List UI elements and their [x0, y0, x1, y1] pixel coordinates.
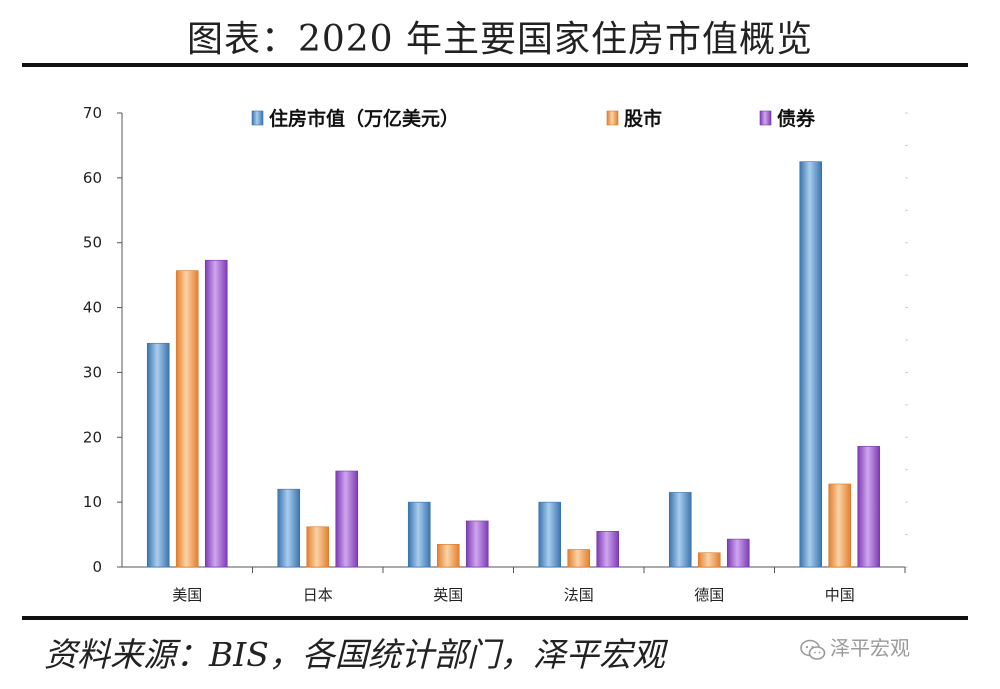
bar: [175, 270, 199, 568]
wechat-icon: [800, 636, 826, 661]
bar: [465, 520, 489, 568]
y-tick-label: 50: [83, 234, 102, 252]
x-tick-label: 法国: [564, 586, 594, 604]
bar: [596, 531, 620, 568]
y-tick-label: 40: [83, 299, 102, 317]
x-tick-label: 德国: [694, 586, 724, 604]
bar: [407, 501, 431, 568]
bar: [204, 259, 228, 568]
bar: [828, 483, 852, 568]
watermark-text: 泽平宏观: [830, 636, 910, 660]
y-tick-label: 0: [92, 558, 102, 576]
legend-label: 债券: [777, 107, 816, 130]
y-tick-label: 60: [83, 169, 102, 187]
bar: [697, 552, 721, 568]
bar: [146, 342, 170, 568]
bar: [567, 549, 591, 568]
x-tick-label: 英国: [433, 586, 463, 604]
x-tick-label: 中国: [825, 586, 855, 604]
bar: [799, 161, 823, 568]
bar: [277, 488, 301, 568]
bar: [335, 470, 359, 568]
legend-label: 股市: [624, 107, 662, 130]
bottom-divider: [22, 616, 968, 620]
bar: [668, 492, 692, 568]
chart-legend: 住房市值（万亿美元） 股市 债券: [251, 107, 816, 130]
legend-swatch: [759, 110, 772, 126]
chart-axes: 0 10 20 30 40 50 60 70 美国 日本 英国 法国 德国 中国: [83, 104, 908, 604]
y-tick-label: 70: [83, 104, 102, 122]
legend-swatch: [606, 110, 619, 126]
bar: [436, 543, 460, 568]
bar: [726, 538, 750, 568]
bar: [857, 446, 881, 568]
chart-bars: [146, 161, 881, 568]
y-tick-label: 30: [83, 363, 102, 381]
top-divider: [22, 63, 968, 67]
bar: [538, 501, 562, 568]
source-note: 资料来源：BIS，各国统计部门，泽平宏观: [44, 635, 665, 674]
watermark: 泽平宏观: [800, 632, 910, 661]
x-tick-label: 美国: [172, 586, 202, 604]
y-tick-label: 10: [83, 493, 102, 511]
page-title: 图表：2020 年主要国家住房市值概览: [186, 19, 814, 60]
y-tick-label: 20: [83, 428, 102, 446]
bar: [306, 526, 330, 568]
legend-label: 住房市值（万亿美元）: [269, 107, 459, 130]
x-tick-label: 日本: [303, 586, 333, 604]
legend-swatch: [251, 110, 264, 126]
